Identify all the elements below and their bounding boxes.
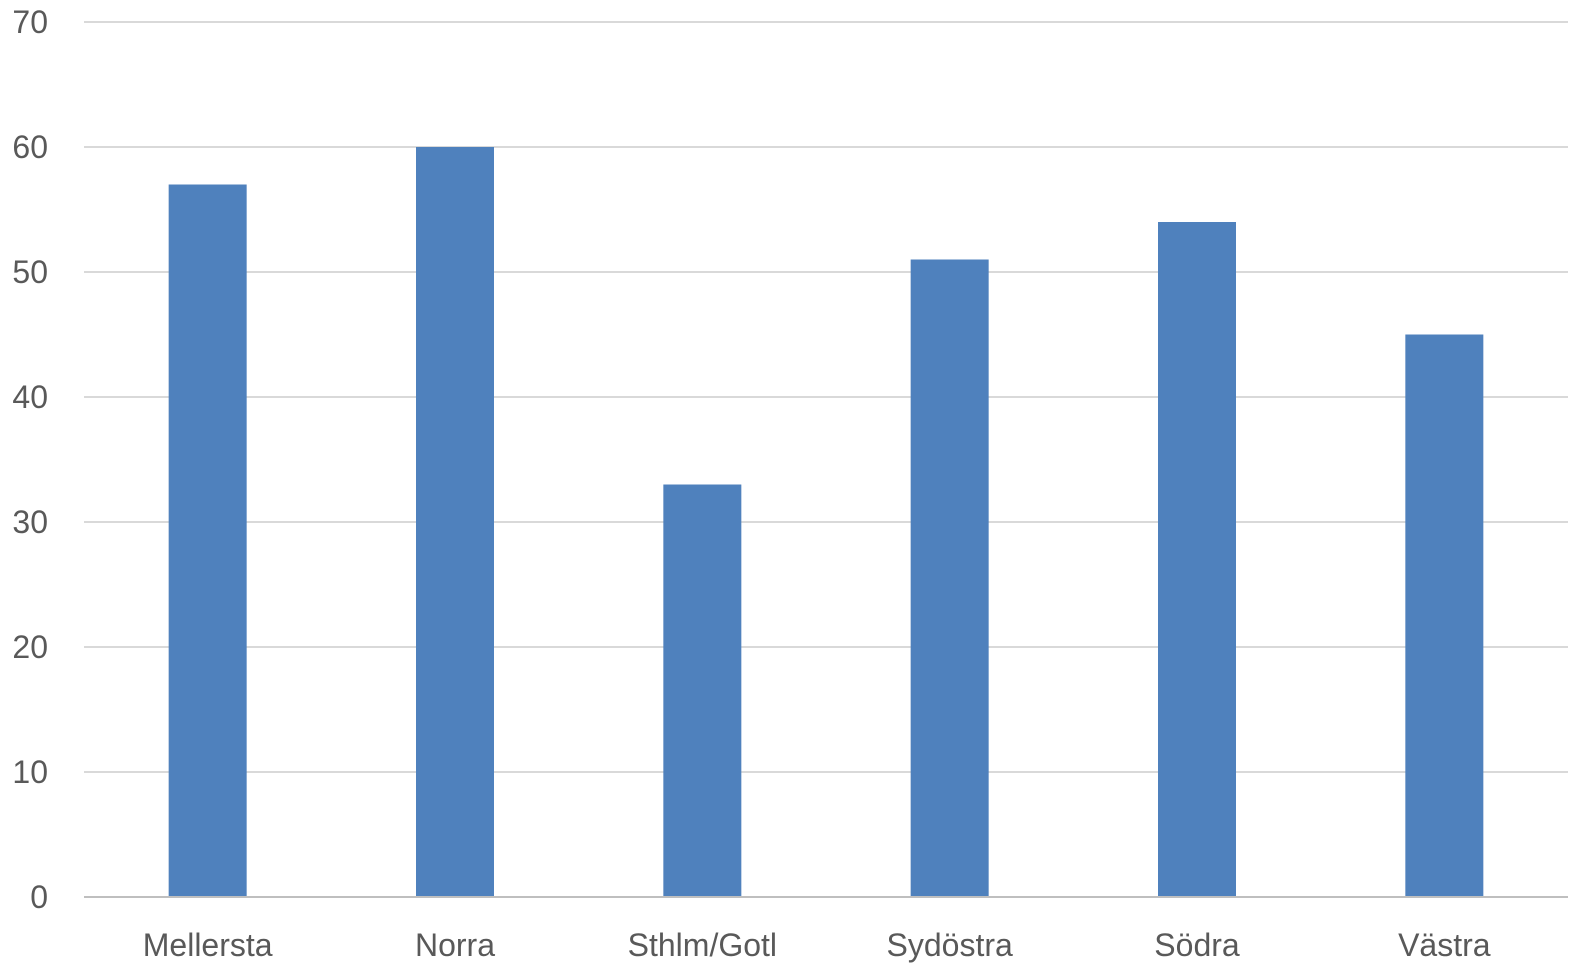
- y-tick-label: 40: [12, 379, 48, 415]
- bars: [168, 147, 1484, 897]
- y-tick-label: 0: [30, 879, 48, 915]
- bar-v-stra: [1405, 334, 1484, 897]
- gridlines: [84, 21, 1568, 773]
- bar-syd-stra: [910, 259, 989, 897]
- y-tick-label: 70: [12, 4, 48, 40]
- x-category-label: Västra: [1398, 927, 1491, 963]
- x-category-label: Sydöstra: [887, 927, 1013, 963]
- bar-mellersta: [168, 184, 247, 897]
- bar-norra: [416, 147, 494, 897]
- y-tick-label: 50: [12, 254, 48, 290]
- x-category-label: Södra: [1154, 927, 1240, 963]
- x-category-label: Sthlm/Gotl: [628, 927, 777, 963]
- y-axis-tick-labels: 0 10 20 30 40 50 60 70: [12, 4, 48, 915]
- x-category-label: Norra: [415, 927, 495, 963]
- y-tick-label: 60: [12, 129, 48, 165]
- y-tick-label: 10: [12, 754, 48, 790]
- y-tick-label: 30: [12, 504, 48, 540]
- bar-sthlm-gotl: [663, 484, 742, 897]
- x-category-label: Mellersta: [143, 927, 273, 963]
- x-axis-category-labels: Mellersta Norra Sthlm/Gotl Sydöstra Södra Väs…: [143, 927, 1491, 963]
- bar-s-dra: [1158, 222, 1236, 897]
- y-tick-label: 20: [12, 629, 48, 665]
